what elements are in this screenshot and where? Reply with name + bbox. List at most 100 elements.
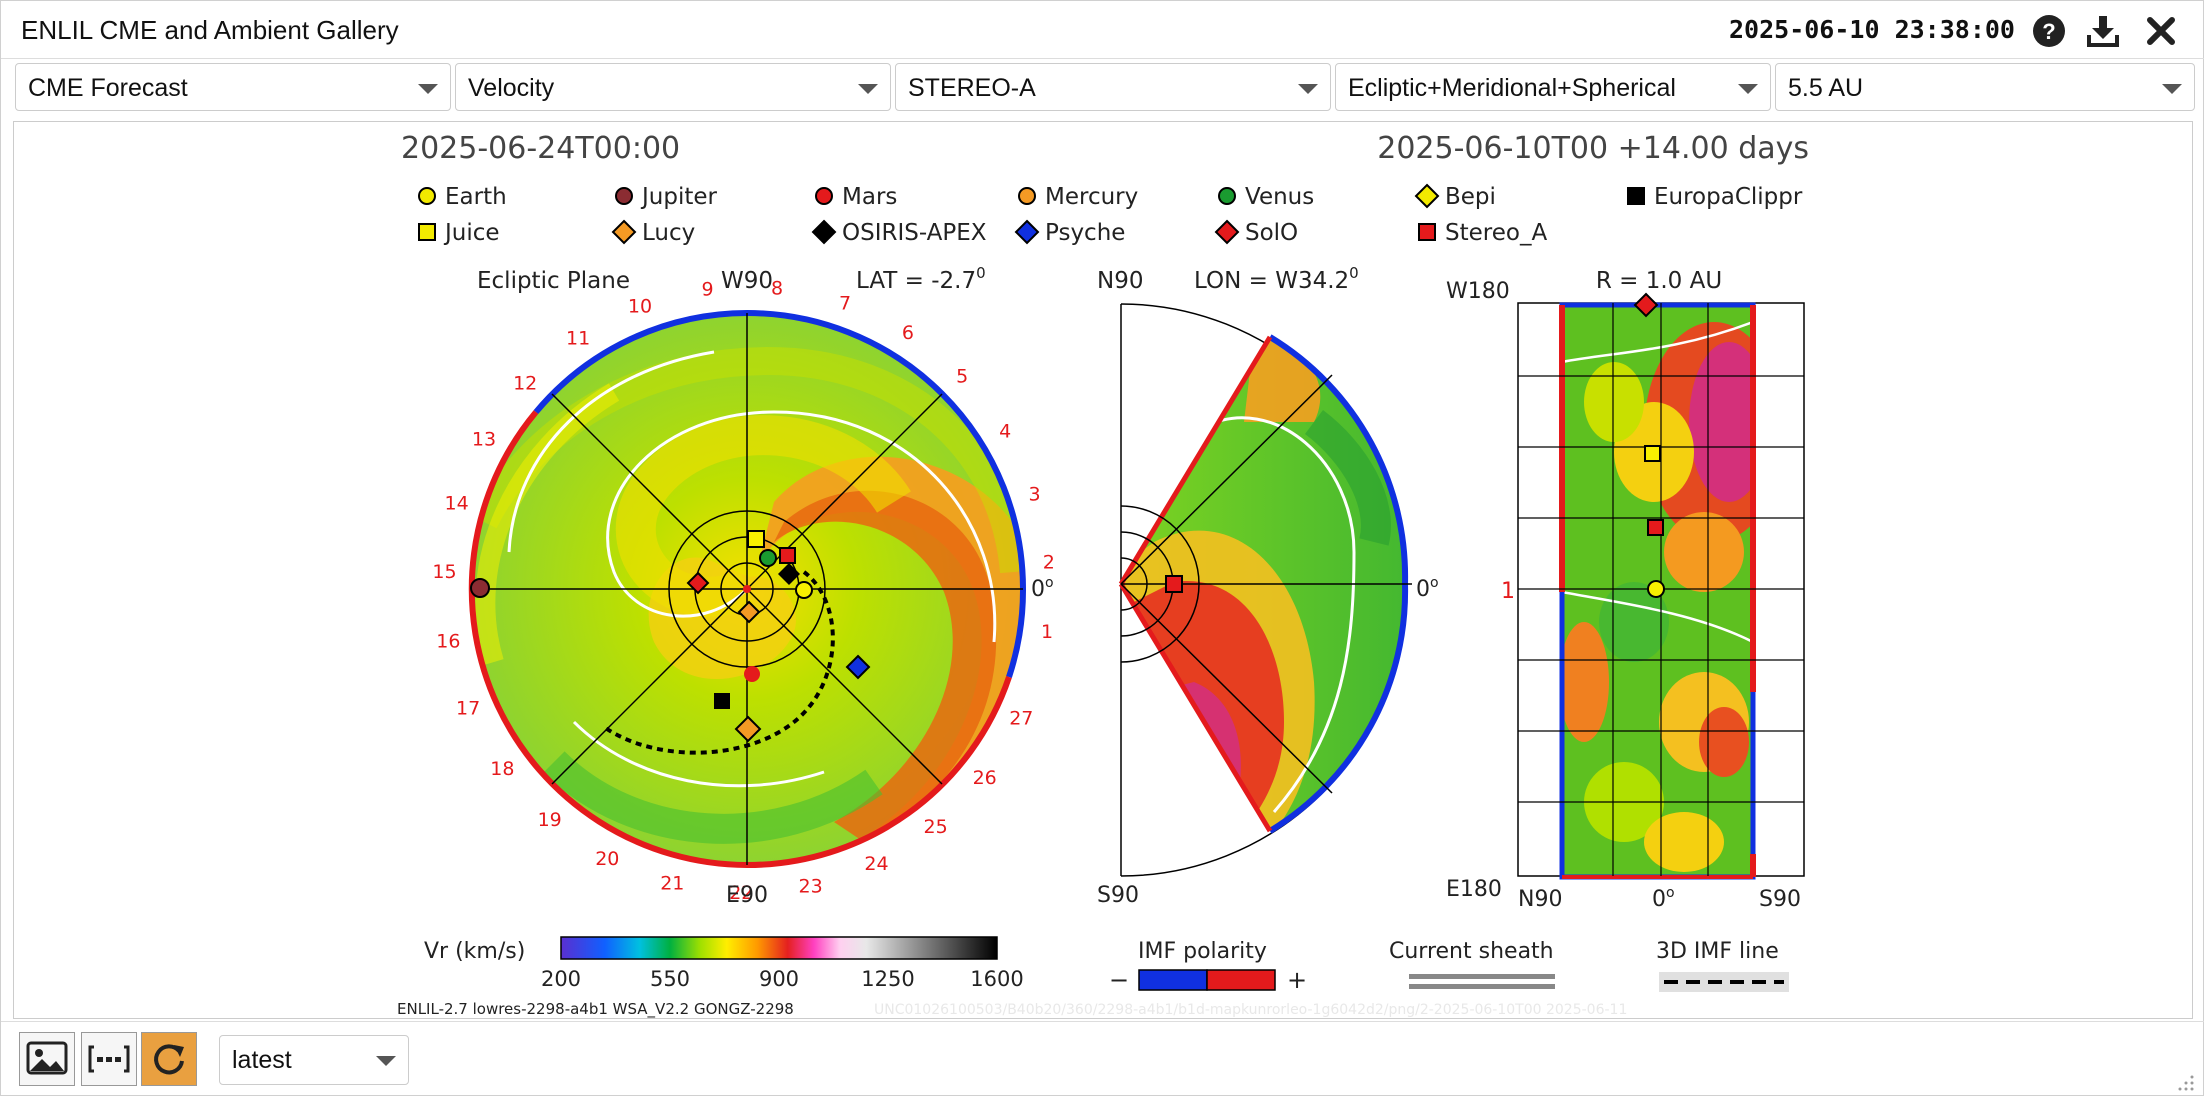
legend-label: Psyche bbox=[1045, 220, 1125, 246]
spherical-x-left: N90 bbox=[1518, 887, 1562, 912]
imf-line-label: 3D IMF line bbox=[1656, 939, 1779, 964]
current-sheath-label: Current sheath bbox=[1389, 939, 1554, 964]
spherical-top-left: W180 bbox=[1446, 279, 1510, 304]
hour-label: 3 bbox=[1029, 484, 1041, 506]
legend-item-solo: SolO bbox=[1214, 219, 1298, 246]
legend-label: EuropaClippr bbox=[1654, 184, 1803, 210]
hour-label: 25 bbox=[924, 816, 948, 838]
spherical-plot: R = 1.0 AU W180 E180 1 bbox=[1446, 268, 1805, 912]
hour-label: 10 bbox=[628, 296, 652, 318]
ecliptic-title: Ecliptic Plane bbox=[477, 268, 630, 294]
legend-marker bbox=[1627, 187, 1645, 205]
legend-marker bbox=[1414, 183, 1440, 209]
refresh-button[interactable] bbox=[141, 1032, 197, 1086]
hour-label: 16 bbox=[436, 631, 460, 653]
hour-label: 19 bbox=[538, 809, 562, 831]
legend-item-venus: Venus bbox=[1218, 184, 1314, 210]
hour-label: 1 bbox=[1041, 621, 1053, 643]
legend-item-bepi: Bepi bbox=[1414, 183, 1496, 210]
imf-minus: − bbox=[1109, 966, 1129, 994]
version-select[interactable]: latest bbox=[219, 1035, 409, 1085]
hour-label: 18 bbox=[490, 758, 514, 780]
svg-text:?: ? bbox=[2042, 19, 2055, 44]
product-dropdown[interactable]: CME Forecast bbox=[15, 63, 451, 111]
chevron-down-icon bbox=[2162, 84, 2182, 94]
legend-label: Juice bbox=[443, 220, 500, 246]
variable-dropdown-value: Velocity bbox=[468, 74, 555, 102]
hour-label: 20 bbox=[595, 848, 619, 870]
legend-item-osiris-apex: OSIRIS-APEX bbox=[811, 219, 987, 246]
legend-label: SolO bbox=[1245, 220, 1298, 246]
colorbar-tick: 550 bbox=[650, 967, 690, 991]
help-icon[interactable]: ? bbox=[2031, 13, 2067, 49]
hour-label: 8 bbox=[771, 278, 783, 300]
watermark: UNC01026100503/B40b20/360/2298-a4b1/b1d-… bbox=[874, 1002, 1627, 1018]
ecliptic-plot: Ecliptic Plane W90 LAT = -2.70 bbox=[432, 264, 1054, 908]
legend-item-psyche: Psyche bbox=[1014, 219, 1125, 246]
meridional-stereo-a-marker bbox=[1165, 575, 1183, 593]
imf-label: IMF polarity bbox=[1138, 939, 1267, 964]
image-view-button[interactable] bbox=[19, 1032, 75, 1086]
chevron-down-icon bbox=[1298, 84, 1318, 94]
hour-label: 4 bbox=[999, 420, 1011, 442]
legend-marker bbox=[1214, 219, 1240, 245]
legend-marker bbox=[611, 219, 637, 245]
close-icon[interactable] bbox=[2143, 13, 2179, 49]
range-dropdown-value: 5.5 AU bbox=[1788, 74, 1864, 102]
spacecraft-dropdown-value: STEREO-A bbox=[908, 74, 1036, 102]
legend-marker bbox=[418, 223, 436, 241]
lucy-marker bbox=[737, 600, 761, 624]
spacecraft-dropdown[interactable]: STEREO-A bbox=[895, 63, 1331, 111]
colorbar-ticks: 200 550 900 1250 1600 bbox=[541, 967, 1024, 991]
view-dropdown[interactable]: Ecliptic+Meridional+Spherical bbox=[1335, 63, 1771, 111]
meridional-top-label: N90 bbox=[1097, 268, 1143, 294]
spherical-x-mid: 0o bbox=[1652, 885, 1675, 912]
legend-label: Mercury bbox=[1045, 184, 1138, 210]
legend-marker bbox=[1218, 187, 1236, 205]
hour-label: 15 bbox=[432, 561, 456, 583]
spherical-solo-marker bbox=[1633, 292, 1659, 318]
hour-label: 17 bbox=[456, 697, 480, 719]
movie-view-button[interactable] bbox=[81, 1032, 137, 1086]
hour-label: 14 bbox=[445, 493, 469, 515]
legend-marker bbox=[1014, 219, 1040, 245]
imf-polarity-legend: IMF polarity − + bbox=[1109, 939, 1307, 994]
spherical-mid-label: 1 bbox=[1501, 579, 1515, 604]
legend-marker bbox=[418, 187, 436, 205]
hour-label: 9 bbox=[701, 279, 713, 301]
range-dropdown[interactable]: 5.5 AU bbox=[1775, 63, 2195, 111]
meridional-right-label: 0o bbox=[1416, 575, 1439, 602]
imf-line-legend: 3D IMF line bbox=[1656, 939, 1789, 992]
ecliptic-top-label: W90 bbox=[721, 268, 773, 294]
chevron-down-icon bbox=[1738, 84, 1758, 94]
legend-item-europaclippr: EuropaClippr bbox=[1627, 184, 1803, 210]
colorbar-tick: 200 bbox=[541, 967, 581, 991]
ecliptic-right-label: 0o bbox=[1031, 575, 1054, 602]
hour-label: 24 bbox=[864, 853, 888, 875]
controls-row: CME Forecast Velocity STEREO-A Ecliptic+… bbox=[15, 63, 2195, 113]
hour-label: 6 bbox=[902, 322, 914, 344]
imf-plus: + bbox=[1287, 966, 1307, 994]
meridional-bottom-label: S90 bbox=[1097, 883, 1139, 908]
download-icon[interactable] bbox=[2085, 13, 2121, 49]
venus-marker bbox=[759, 549, 777, 567]
hour-label: 5 bbox=[956, 366, 968, 388]
hour-label: 12 bbox=[513, 373, 537, 395]
resize-handle-icon[interactable] bbox=[2177, 1074, 2195, 1092]
legend-marker bbox=[1418, 223, 1436, 241]
legend-label: Bepi bbox=[1445, 184, 1496, 210]
variable-dropdown[interactable]: Velocity bbox=[455, 63, 891, 111]
psyche-marker bbox=[845, 654, 871, 680]
osiris-apex-marker bbox=[778, 563, 800, 585]
image-panel: 2025-06-24T00:00 2025-06-10T00 +14.00 da… bbox=[13, 121, 2193, 1019]
hour-label: 27 bbox=[1009, 708, 1033, 730]
hour-label: 11 bbox=[566, 327, 590, 349]
legend-marker bbox=[615, 187, 633, 205]
europaclipper-marker bbox=[714, 693, 730, 709]
radius-readout: R = 1.0 AU bbox=[1596, 268, 1722, 294]
legend-item-lucy: Lucy bbox=[611, 219, 695, 246]
hour-label: 7 bbox=[839, 292, 851, 314]
spherical-bottom-left: E180 bbox=[1446, 877, 1502, 902]
